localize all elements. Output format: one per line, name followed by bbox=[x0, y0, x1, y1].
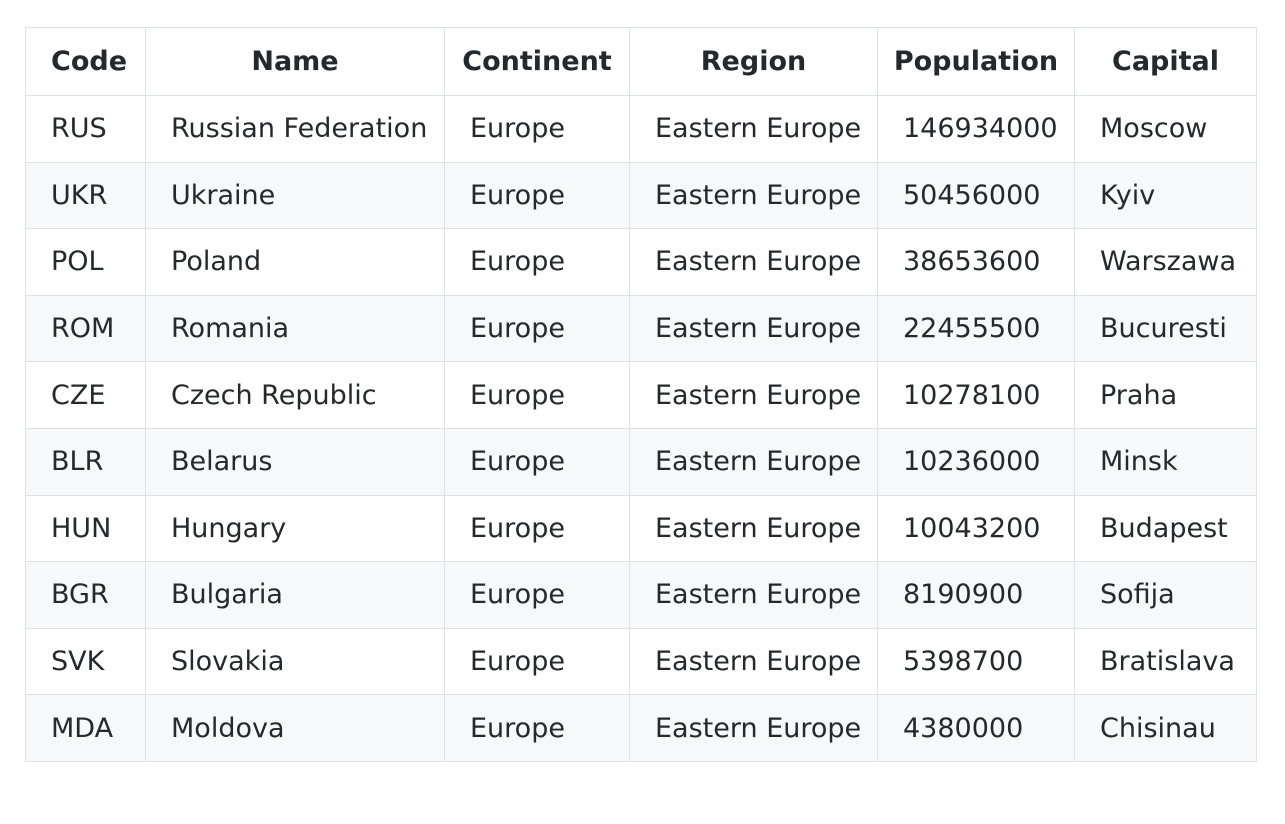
cell-population: 10278100 bbox=[877, 361, 1075, 429]
cell-continent: Europe bbox=[444, 694, 630, 762]
cell-region: Eastern Europe bbox=[629, 561, 878, 629]
cell-code: CZE bbox=[25, 361, 146, 429]
column-header-code[interactable]: Code bbox=[25, 27, 146, 96]
table-body: RUS Russian Federation Europe Eastern Europ… bbox=[25, 95, 1257, 762]
column-header-name[interactable]: Name bbox=[145, 27, 445, 96]
table-row: CZE Czech Republic Europe Eastern Europe 102… bbox=[25, 361, 1257, 429]
cell-region: Eastern Europe bbox=[629, 161, 878, 230]
table-row: BGR Bulgaria Europe Eastern Europe 8190900 So… bbox=[25, 561, 1257, 629]
column-header-population[interactable]: Population bbox=[877, 27, 1075, 96]
cell-capital: Kyiv bbox=[1074, 161, 1257, 230]
cell-capital: Budapest bbox=[1074, 494, 1257, 563]
column-header-region[interactable]: Region bbox=[629, 27, 878, 96]
cell-population: 22455500 bbox=[877, 294, 1075, 363]
table-row: UKR Ukraine Europe Eastern Europe 50456000 Ky… bbox=[25, 161, 1257, 230]
cell-name: Poland bbox=[145, 228, 445, 296]
table-row: BLR Belarus Europe Eastern Europe 10236000 Mi… bbox=[25, 427, 1257, 496]
cell-code: MDA bbox=[25, 694, 146, 762]
cell-code: BGR bbox=[25, 561, 146, 629]
cell-continent: Europe bbox=[444, 361, 630, 429]
cell-name: Russian Federation bbox=[145, 95, 445, 163]
cell-population: 5398700 bbox=[877, 627, 1075, 696]
cell-population: 8190900 bbox=[877, 561, 1075, 629]
cell-continent: Europe bbox=[444, 95, 630, 163]
cell-region: Eastern Europe bbox=[629, 361, 878, 429]
table-row: HUN Hungary Europe Eastern Europe 10043200 Bu… bbox=[25, 494, 1257, 563]
cell-name: Belarus bbox=[145, 427, 445, 496]
cell-continent: Europe bbox=[444, 427, 630, 496]
cell-name: Romania bbox=[145, 294, 445, 363]
column-header-capital[interactable]: Capital bbox=[1074, 27, 1257, 96]
cell-region: Eastern Europe bbox=[629, 494, 878, 563]
cell-name: Slovakia bbox=[145, 627, 445, 696]
cell-region: Eastern Europe bbox=[629, 427, 878, 496]
cell-code: UKR bbox=[25, 161, 146, 230]
cell-name: Bulgaria bbox=[145, 561, 445, 629]
table-row: MDA Moldova Europe Eastern Europe 4380000 Chi… bbox=[25, 694, 1257, 762]
table-row: POL Poland Europe Eastern Europe 38653600 War… bbox=[25, 228, 1257, 296]
cell-capital: Sofija bbox=[1074, 561, 1257, 629]
table-row: ROM Romania Europe Eastern Europe 22455500 Bu… bbox=[25, 294, 1257, 363]
cell-code: RUS bbox=[25, 95, 146, 163]
cell-population: 4380000 bbox=[877, 694, 1075, 762]
cell-name: Moldova bbox=[145, 694, 445, 762]
cell-region: Eastern Europe bbox=[629, 694, 878, 762]
cell-capital: Praha bbox=[1074, 361, 1257, 429]
cell-population: 10043200 bbox=[877, 494, 1075, 563]
cell-population: 146934000 bbox=[877, 95, 1075, 163]
cell-name: Czech Republic bbox=[145, 361, 445, 429]
cell-name: Ukraine bbox=[145, 161, 445, 230]
cell-code: POL bbox=[25, 228, 146, 296]
table-header: Code Name Continent Region Population Ca… bbox=[25, 27, 1257, 96]
cell-capital: Warszawa bbox=[1074, 228, 1257, 296]
cell-region: Eastern Europe bbox=[629, 228, 878, 296]
cell-capital: Bratislava bbox=[1074, 627, 1257, 696]
cell-continent: Europe bbox=[444, 627, 630, 696]
table-row: SVK Slovakia Europe Eastern Europe 5398700 Br… bbox=[25, 627, 1257, 696]
cell-code: SVK bbox=[25, 627, 146, 696]
cell-code: ROM bbox=[25, 294, 146, 363]
cell-continent: Europe bbox=[444, 161, 630, 230]
cell-region: Eastern Europe bbox=[629, 627, 878, 696]
cell-population: 50456000 bbox=[877, 161, 1075, 230]
cell-region: Eastern Europe bbox=[629, 294, 878, 363]
countries-table: Code Name Continent Region Population Ca… bbox=[25, 27, 1257, 762]
cell-name: Hungary bbox=[145, 494, 445, 563]
cell-code: HUN bbox=[25, 494, 146, 563]
header-row: Code Name Continent Region Population Ca… bbox=[25, 27, 1257, 96]
cell-continent: Europe bbox=[444, 294, 630, 363]
cell-capital: Bucuresti bbox=[1074, 294, 1257, 363]
cell-continent: Europe bbox=[444, 228, 630, 296]
cell-capital: Minsk bbox=[1074, 427, 1257, 496]
cell-code: BLR bbox=[25, 427, 146, 496]
cell-capital: Moscow bbox=[1074, 95, 1257, 163]
cell-population: 10236000 bbox=[877, 427, 1075, 496]
countries-table-container: Code Name Continent Region Population Ca… bbox=[25, 27, 1257, 762]
table-row: RUS Russian Federation Europe Eastern Europ… bbox=[25, 95, 1257, 163]
cell-continent: Europe bbox=[444, 561, 630, 629]
cell-region: Eastern Europe bbox=[629, 95, 878, 163]
column-header-continent[interactable]: Continent bbox=[444, 27, 630, 96]
cell-continent: Europe bbox=[444, 494, 630, 563]
cell-capital: Chisinau bbox=[1074, 694, 1257, 762]
cell-population: 38653600 bbox=[877, 228, 1075, 296]
